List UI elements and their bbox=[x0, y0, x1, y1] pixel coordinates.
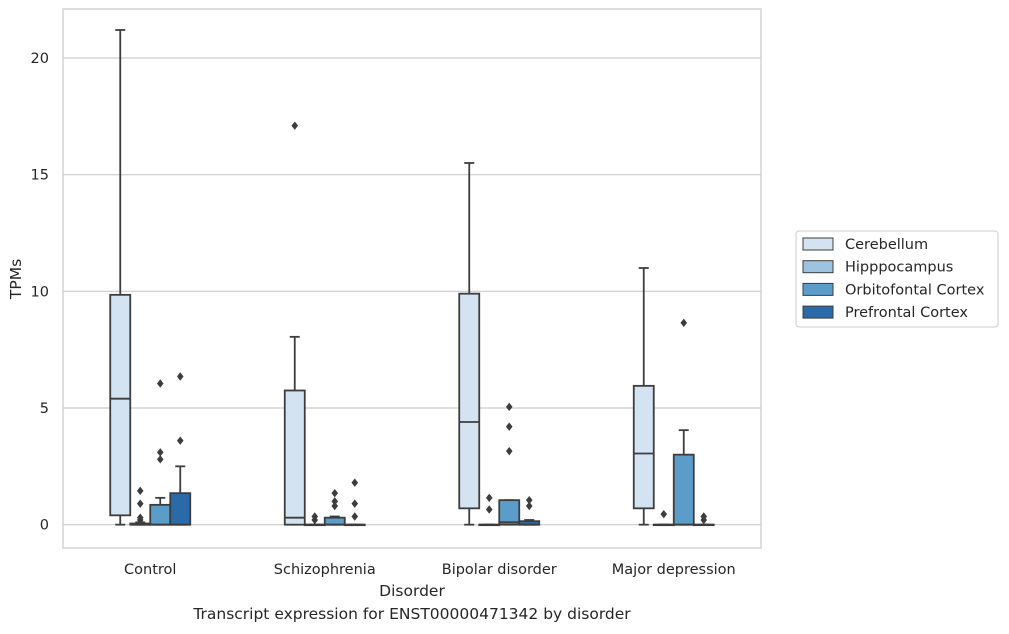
box-hipppocampus bbox=[303, 512, 326, 527]
box-orbitofontal-cortex bbox=[498, 402, 521, 526]
outlier-point bbox=[680, 318, 688, 328]
y-axis-label: TPMs bbox=[7, 259, 25, 300]
outlier-point bbox=[505, 422, 513, 431]
legend-swatch bbox=[802, 305, 834, 319]
box-cerebellum bbox=[283, 121, 306, 526]
outlier-point bbox=[156, 448, 164, 457]
box-orbitofontal-cortex bbox=[323, 488, 346, 526]
outlier-point bbox=[331, 488, 339, 498]
outlier-point bbox=[525, 495, 533, 505]
box-body bbox=[109, 293, 132, 517]
box-orbitofontal-cortex bbox=[672, 318, 695, 526]
x-tick-label: Control bbox=[124, 562, 176, 578]
legend-label: Hipppocampus bbox=[845, 260, 953, 276]
outlier-point bbox=[505, 402, 513, 412]
figure-caption: Transcript expression for ENST0000047134… bbox=[193, 605, 631, 623]
y-tick-label: 20 bbox=[31, 51, 49, 67]
box-hipppocampus bbox=[129, 486, 152, 526]
outlier-point bbox=[485, 493, 493, 503]
box-body bbox=[632, 384, 655, 510]
outlier-point bbox=[700, 512, 708, 521]
y-tick-label: 10 bbox=[31, 284, 49, 300]
outlier-point bbox=[176, 436, 184, 445]
outlier-point bbox=[291, 121, 299, 130]
legend-label: Orbitofontal Cortex bbox=[845, 282, 985, 298]
outlier-point bbox=[331, 501, 339, 511]
x-tick-label: Bipolar disorder bbox=[442, 562, 557, 578]
box-body bbox=[672, 453, 695, 526]
outlier-point bbox=[156, 379, 164, 388]
box-body bbox=[458, 292, 481, 510]
legend-swatch bbox=[802, 282, 834, 296]
outlier-point bbox=[136, 486, 144, 496]
outlier-point bbox=[351, 499, 359, 508]
x-tick-label: Major depression bbox=[612, 562, 736, 578]
legend: Cerebellum Hipppocampus Orbitofontal Corte… bbox=[795, 230, 999, 328]
box-prefrontal-cortex bbox=[169, 372, 192, 526]
outlier-point bbox=[660, 509, 668, 519]
x-tick-label: Schizophrenia bbox=[274, 562, 376, 578]
outlier-point bbox=[485, 505, 493, 514]
box-body bbox=[169, 492, 192, 526]
outlier-point bbox=[351, 478, 359, 487]
box-hipppocampus bbox=[652, 509, 675, 527]
legend-frame bbox=[795, 230, 999, 328]
box-series bbox=[109, 29, 715, 527]
legend-label: Cerebellum bbox=[845, 237, 928, 253]
box-orbitofontal-cortex bbox=[149, 379, 172, 526]
outlier-point bbox=[136, 499, 144, 508]
outlier-point bbox=[176, 372, 184, 381]
y-tick-label: 0 bbox=[40, 518, 49, 534]
box-cerebellum bbox=[109, 29, 132, 526]
outlier-point bbox=[331, 497, 339, 506]
x-axis-label: Disorder bbox=[379, 582, 445, 600]
outlier-point bbox=[351, 512, 359, 521]
outlier-point bbox=[156, 455, 164, 464]
box-cerebellum bbox=[632, 267, 655, 526]
outlier-point bbox=[505, 446, 513, 456]
x-tick-labels: Control Schizophrenia Bipolar disorder Majo… bbox=[124, 562, 736, 578]
outlier-point bbox=[525, 501, 533, 511]
outlier-point bbox=[136, 513, 144, 522]
legend-label: Prefrontal Cortex bbox=[845, 305, 968, 321]
grid-lines bbox=[63, 57, 761, 526]
box-prefrontal-cortex bbox=[518, 495, 541, 526]
box-body bbox=[498, 499, 521, 526]
box-prefrontal-cortex bbox=[343, 478, 366, 527]
box-body bbox=[323, 516, 346, 526]
box-cerebellum bbox=[458, 162, 481, 526]
legend-swatch bbox=[802, 237, 834, 251]
legend-swatch bbox=[802, 260, 834, 274]
box-body bbox=[149, 503, 172, 526]
outlier-point bbox=[311, 512, 319, 521]
box-prefrontal-cortex bbox=[692, 512, 715, 527]
box-hipppocampus bbox=[478, 493, 501, 527]
y-tick-labels: 0 5 10 15 20 bbox=[31, 51, 49, 534]
y-tick-label: 5 bbox=[40, 401, 49, 417]
y-tick-label: 15 bbox=[31, 168, 49, 184]
plot-frame bbox=[62, 8, 762, 549]
box-body bbox=[283, 389, 306, 526]
